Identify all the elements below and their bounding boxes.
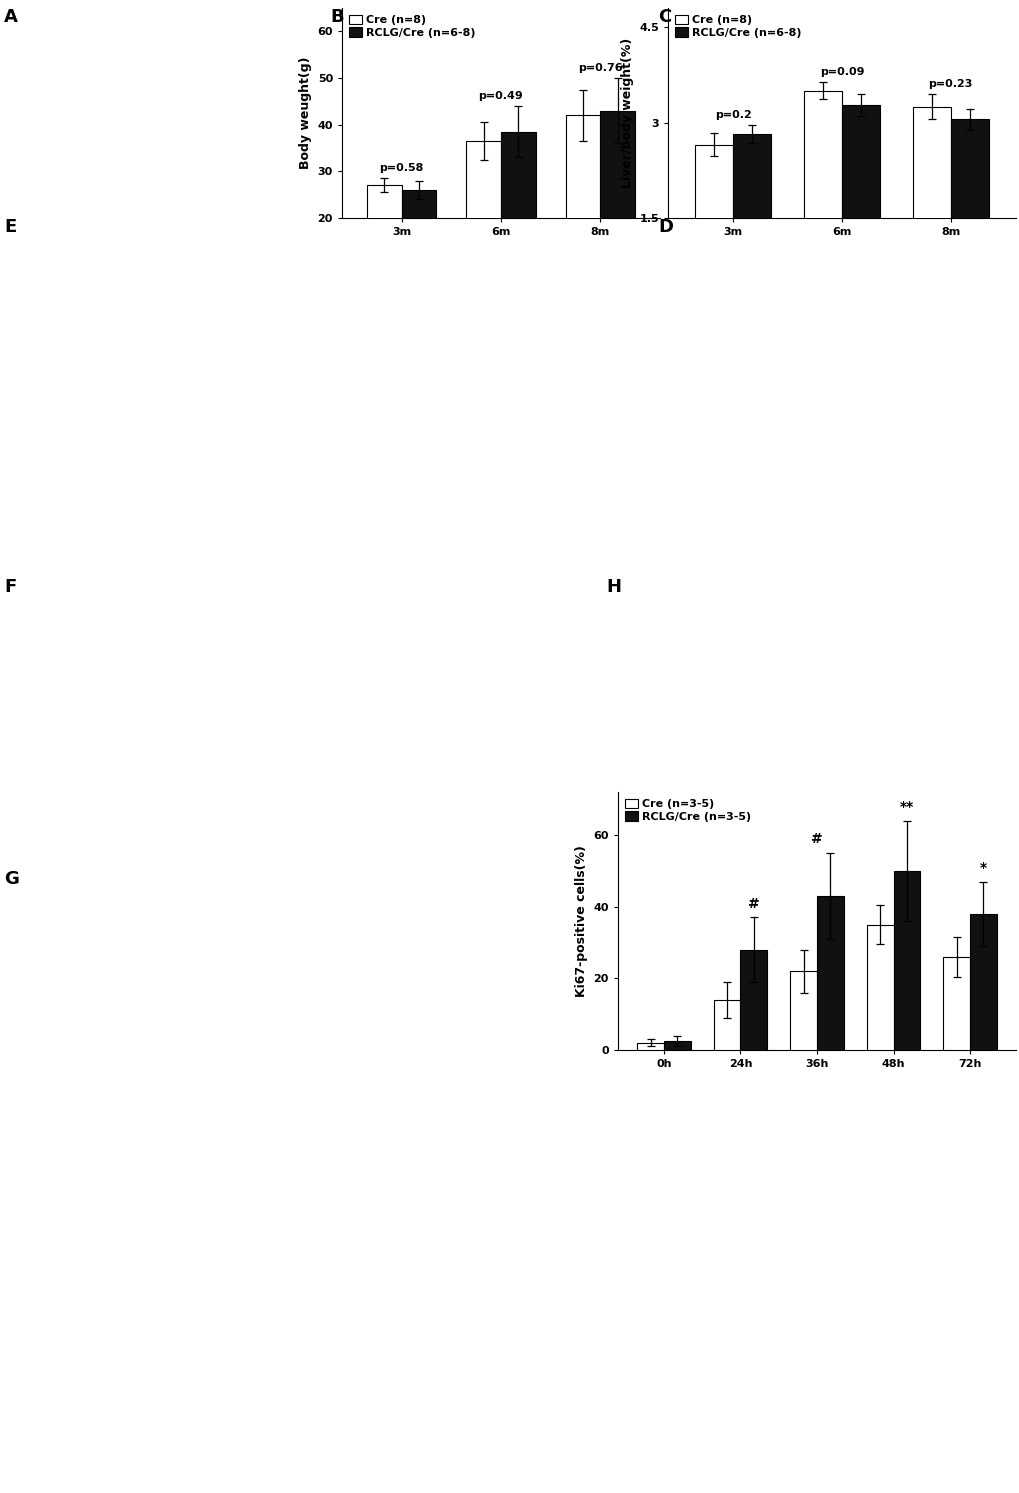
Text: A: A [4,7,18,25]
Y-axis label: Liver/body weight(%): Liver/body weight(%) [620,37,633,188]
Bar [367,185,401,312]
Bar [893,870,919,1050]
Text: B: B [330,7,343,25]
Legend: Cre (n=3-5), RCLG/Cre (n=3-5): Cre (n=3-5), RCLG/Cre (n=3-5) [623,797,752,823]
Text: #: # [810,833,822,847]
Y-axis label: Ki67-positive cells(%): Ki67-positive cells(%) [575,845,587,997]
Text: p=0.58: p=0.58 [379,163,424,173]
Bar [401,190,436,312]
Text: G: G [4,870,19,888]
Bar [803,91,841,314]
Text: p=0.23: p=0.23 [927,79,972,88]
Text: E: E [4,218,16,236]
Bar [841,105,879,314]
Bar [740,950,766,1050]
Bar [733,134,770,314]
Text: **: ** [899,800,913,814]
Bar [500,131,535,312]
Legend: Cre (n=8), RCLG/Cre (n=6-8): Cre (n=8), RCLG/Cre (n=6-8) [347,13,477,39]
Bar [600,110,635,312]
Bar [969,914,996,1050]
Bar [695,145,733,314]
Text: F: F [4,578,16,596]
Text: p=0.09: p=0.09 [819,67,863,78]
Bar [663,1041,690,1050]
Text: C: C [657,7,671,25]
Legend: Cre (n=8), RCLG/Cre (n=6-8): Cre (n=8), RCLG/Cre (n=6-8) [673,13,802,39]
Bar [943,957,969,1050]
Bar [950,119,987,314]
Bar [466,140,500,312]
Text: p=0.2: p=0.2 [714,110,751,119]
Text: p=0.49: p=0.49 [478,91,523,100]
Bar [866,924,893,1050]
Y-axis label: Body weught(g): Body weught(g) [299,57,312,169]
Bar [566,115,600,312]
Text: H: H [605,578,621,596]
Bar [816,896,843,1050]
Text: #: # [747,897,759,911]
Text: p=0.76: p=0.76 [578,63,622,73]
Text: D: D [657,218,673,236]
Text: *: * [979,861,986,875]
Bar [790,970,816,1050]
Bar [713,1000,740,1050]
Bar [912,106,950,314]
Bar [637,1042,663,1050]
